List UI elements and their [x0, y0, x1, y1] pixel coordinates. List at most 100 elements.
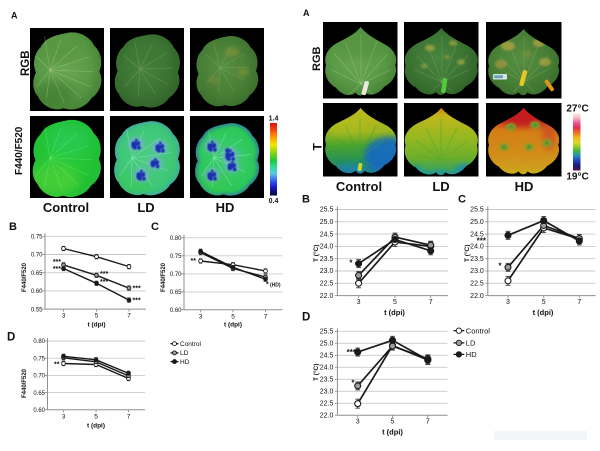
- svg-text:7: 7: [127, 413, 131, 420]
- svg-text:RGB: RGB: [311, 47, 323, 72]
- svg-text:25.5: 25.5: [320, 329, 334, 336]
- svg-text:***: ***: [477, 237, 487, 246]
- svg-text:3: 3: [62, 313, 66, 320]
- svg-text:*: *: [266, 282, 269, 289]
- svg-text:Control: Control: [466, 326, 491, 335]
- svg-text:***: ***: [100, 279, 108, 286]
- svg-text:T (°C): T (°C): [312, 364, 320, 381]
- svg-text:A: A: [303, 8, 310, 18]
- svg-text:***: ***: [100, 271, 108, 278]
- svg-text:23.5: 23.5: [470, 256, 484, 263]
- svg-text:C: C: [151, 221, 159, 233]
- svg-text:t (dpi): t (dpi): [87, 422, 105, 429]
- svg-text:T (°C): T (°C): [312, 245, 320, 262]
- svg-text:HD: HD: [515, 179, 534, 194]
- svg-text:22.5: 22.5: [470, 281, 484, 288]
- svg-text:27°C: 27°C: [566, 104, 588, 115]
- svg-text:B: B: [302, 194, 310, 206]
- svg-text:C: C: [458, 194, 466, 206]
- svg-text:24.5: 24.5: [320, 231, 334, 238]
- svg-text:24.0: 24.0: [320, 244, 334, 251]
- svg-text:t (dpi): t (dpi): [533, 308, 554, 317]
- svg-text:5: 5: [391, 419, 395, 426]
- svg-text:F440/F520: F440/F520: [22, 262, 28, 292]
- svg-text:**: **: [191, 258, 197, 265]
- svg-text:7: 7: [127, 313, 131, 320]
- svg-text:(HD): (HD): [270, 283, 281, 289]
- svg-text:F440/F520: F440/F520: [14, 126, 25, 175]
- svg-text:3: 3: [356, 419, 360, 426]
- svg-text:0.70: 0.70: [31, 253, 43, 259]
- svg-text:F440/F520: F440/F520: [22, 368, 28, 398]
- svg-text:LD: LD: [466, 339, 476, 348]
- svg-text:0.75: 0.75: [33, 356, 45, 362]
- svg-text:24.5: 24.5: [320, 353, 334, 360]
- svg-text:0.55: 0.55: [31, 307, 43, 313]
- svg-text:t (dpi): t (dpi): [382, 428, 403, 437]
- svg-text:5: 5: [393, 299, 397, 306]
- svg-text:22.0: 22.0: [320, 293, 334, 300]
- svg-text:5: 5: [542, 299, 546, 306]
- svg-text:t (dpi): t (dpi): [87, 321, 105, 328]
- svg-text:22.0: 22.0: [320, 412, 334, 419]
- svg-text:RGB: RGB: [20, 50, 32, 76]
- svg-text:***: ***: [53, 266, 61, 273]
- svg-text:0.4: 0.4: [269, 198, 279, 205]
- svg-text:***: ***: [133, 286, 141, 293]
- svg-text:t (dpi): t (dpi): [224, 321, 242, 328]
- svg-text:5: 5: [94, 413, 98, 420]
- svg-text:25.5: 25.5: [320, 207, 334, 214]
- svg-text:7: 7: [577, 299, 581, 306]
- svg-text:***: ***: [347, 348, 357, 357]
- svg-text:23.0: 23.0: [320, 389, 334, 396]
- svg-text:0.70: 0.70: [33, 374, 45, 380]
- svg-text:23.5: 23.5: [320, 377, 334, 384]
- svg-text:F440/F520: F440/F520: [161, 262, 167, 292]
- svg-text:HD: HD: [466, 350, 477, 359]
- svg-text:LD: LD: [180, 350, 189, 357]
- svg-text:23.5: 23.5: [320, 256, 334, 263]
- svg-text:22.5: 22.5: [320, 281, 334, 288]
- svg-text:T: T: [311, 143, 325, 151]
- svg-text:0.65: 0.65: [170, 290, 182, 296]
- svg-text:3: 3: [199, 313, 203, 320]
- svg-text:0.80: 0.80: [170, 236, 182, 242]
- svg-text:3: 3: [506, 299, 510, 306]
- svg-text:*: *: [498, 262, 502, 271]
- svg-text:***: ***: [53, 259, 61, 266]
- svg-text:23.0: 23.0: [320, 268, 334, 275]
- svg-text:Control: Control: [43, 200, 89, 215]
- svg-text:D: D: [7, 332, 15, 344]
- svg-text:22.0: 22.0: [470, 293, 484, 300]
- svg-text:B: B: [9, 221, 17, 233]
- svg-text:HD: HD: [180, 359, 190, 366]
- svg-text:HD: HD: [216, 200, 235, 215]
- svg-text:LD: LD: [137, 200, 154, 215]
- svg-text:5: 5: [231, 313, 235, 320]
- svg-text:0.65: 0.65: [33, 391, 45, 397]
- svg-text:t (dpi): t (dpi): [384, 308, 405, 317]
- svg-text:**: **: [54, 362, 60, 369]
- svg-text:*: *: [349, 259, 353, 268]
- svg-text:D: D: [302, 312, 310, 324]
- svg-text:0.80: 0.80: [33, 339, 45, 345]
- svg-text:1.4: 1.4: [269, 116, 279, 123]
- svg-text:0.75: 0.75: [170, 254, 182, 260]
- svg-text:0.75: 0.75: [31, 235, 43, 241]
- svg-text:Control: Control: [336, 179, 382, 194]
- svg-text:25.0: 25.0: [470, 219, 484, 226]
- svg-text:3: 3: [357, 299, 361, 306]
- svg-text:0.60: 0.60: [31, 289, 43, 295]
- svg-text:25.0: 25.0: [320, 219, 334, 226]
- svg-text:23.0: 23.0: [470, 268, 484, 275]
- svg-text:7: 7: [426, 419, 430, 426]
- svg-text:*: *: [351, 379, 355, 388]
- svg-text:3: 3: [62, 413, 66, 420]
- svg-text:0.70: 0.70: [170, 272, 182, 278]
- svg-text:19°C: 19°C: [566, 172, 588, 183]
- svg-text:7: 7: [429, 299, 433, 306]
- svg-text:A: A: [11, 11, 18, 21]
- svg-text:0.60: 0.60: [33, 408, 45, 414]
- svg-text:5: 5: [95, 313, 99, 320]
- svg-text:LD: LD: [432, 179, 449, 194]
